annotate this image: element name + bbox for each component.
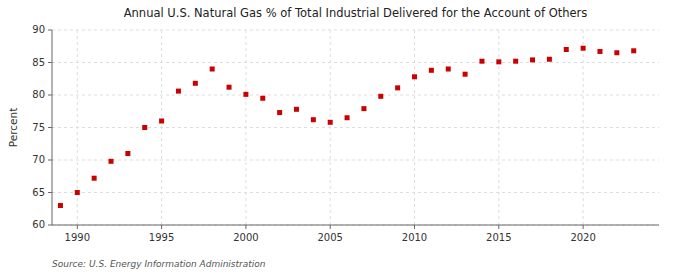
data-point (277, 110, 282, 115)
y-tick-label: 70 (32, 154, 45, 165)
data-point (446, 67, 451, 72)
y-tick (48, 192, 52, 193)
data-point (311, 117, 316, 122)
y-tick-label: 75 (32, 122, 45, 133)
data-point (109, 159, 114, 164)
y-tick-label: 90 (32, 24, 45, 35)
x-tick-label: 2010 (402, 232, 427, 243)
axes: 60 65 70 75 80 85 90 1990 1995 2000 2005 2010 2015 20… (32, 24, 659, 243)
data-point (614, 50, 619, 55)
data-point (547, 57, 552, 62)
data-point (92, 176, 97, 181)
data-point (159, 119, 164, 124)
data-point (361, 106, 366, 111)
y-grid-line (52, 192, 659, 193)
y-tick-label: 85 (32, 57, 45, 68)
y-tick (48, 225, 52, 226)
x-tick-label: 2020 (570, 232, 595, 243)
y-grid-line (52, 160, 659, 161)
data-point (176, 89, 181, 94)
x-grid-line (77, 30, 78, 225)
x-tick (330, 225, 331, 229)
x-tick (77, 225, 78, 229)
x-grid-line (245, 30, 246, 225)
x-tick (583, 225, 584, 229)
y-tick (48, 62, 52, 63)
x-grid-line (161, 30, 162, 225)
y-axis-label: Percent (7, 108, 19, 148)
x-tick-label: 1990 (65, 232, 90, 243)
chart: 60 65 70 75 80 85 90 1990 1995 2000 2005 2010 2015 20… (0, 0, 675, 275)
y-grid-line (52, 225, 659, 226)
x-tick-label: 1995 (149, 232, 174, 243)
data-point (395, 85, 400, 90)
data-point (581, 46, 586, 51)
x-tick (498, 225, 499, 229)
source-note: Source: U.S. Energy Information Administ… (52, 259, 266, 269)
data-point (479, 59, 484, 64)
x-axis-line (52, 225, 659, 226)
data-point (530, 57, 535, 62)
plot-area (52, 30, 659, 225)
y-tick-label: 80 (32, 89, 45, 100)
x-tick-label: 2005 (317, 232, 342, 243)
y-grid-line (52, 62, 659, 63)
x-grid-line (583, 30, 584, 225)
data-point (142, 125, 147, 130)
x-tick (161, 225, 162, 229)
y-grid-line (52, 95, 659, 96)
y-tick-label: 65 (32, 187, 45, 198)
data-point (58, 203, 63, 208)
x-tick (245, 225, 246, 229)
y-tick (48, 95, 52, 96)
data-point (227, 85, 232, 90)
x-grid-line (330, 30, 331, 225)
y-tick (48, 30, 52, 31)
grid (52, 30, 659, 225)
data-point (513, 59, 518, 64)
x-grid-line (414, 30, 415, 225)
data-point (345, 115, 350, 120)
data-point (243, 92, 248, 97)
data-point (125, 151, 130, 156)
y-axis-line (52, 30, 53, 225)
y-tick (48, 127, 52, 128)
x-tick (414, 225, 415, 229)
y-tick (48, 160, 52, 161)
data-point (496, 59, 501, 64)
data-point (193, 81, 198, 86)
y-tick-label: 60 (32, 219, 45, 230)
data-point (328, 120, 333, 125)
x-grid-line (498, 30, 499, 225)
data-point (412, 74, 417, 79)
data-point (210, 67, 215, 72)
data-point (260, 96, 265, 101)
data-point (429, 68, 434, 73)
data-point (631, 48, 636, 53)
data-point (294, 107, 299, 112)
data-point (463, 72, 468, 77)
data-point (378, 94, 383, 99)
data-point (597, 49, 602, 54)
data-point (564, 47, 569, 52)
points (58, 46, 636, 208)
x-tick-label: 2000 (233, 232, 258, 243)
y-grid-line (52, 30, 659, 31)
x-tick-label: 2015 (486, 232, 511, 243)
data-point (75, 190, 80, 195)
title: Annual U.S. Natural Gas % of Total Indus… (124, 6, 588, 20)
